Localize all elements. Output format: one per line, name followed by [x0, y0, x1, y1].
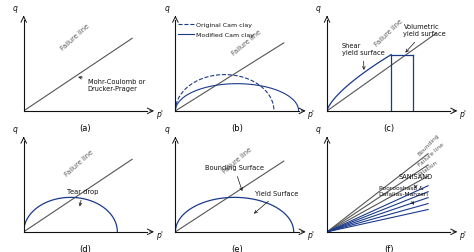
Text: Dilation: Dilation — [417, 159, 439, 177]
Text: p': p' — [459, 110, 466, 119]
Text: q: q — [316, 4, 321, 13]
Text: (c): (c) — [383, 124, 394, 133]
Text: Poorooshasb &
Dafalias-Manzari: Poorooshasb & Dafalias-Manzari — [379, 186, 429, 204]
Text: SANISAND: SANISAND — [399, 174, 433, 188]
Text: p': p' — [156, 110, 163, 119]
Text: Bounding Surface: Bounding Surface — [205, 165, 264, 190]
Text: Bounding: Bounding — [417, 133, 440, 158]
Text: (d): (d) — [79, 245, 91, 252]
Text: Shear
yield surface: Shear yield surface — [342, 43, 384, 69]
Text: q: q — [13, 4, 18, 13]
Text: Failure line: Failure line — [417, 142, 445, 167]
Text: p': p' — [308, 110, 314, 119]
Text: Failure line: Failure line — [64, 149, 95, 177]
Text: Tear drop: Tear drop — [67, 189, 99, 206]
Text: Failure line: Failure line — [374, 18, 404, 47]
Text: (e): (e) — [231, 245, 243, 252]
Text: Failure line: Failure line — [221, 146, 253, 175]
Text: (b): (b) — [231, 124, 243, 133]
Text: Volumetric
yield surface: Volumetric yield surface — [403, 24, 446, 52]
Text: Yield Surface: Yield Surface — [255, 191, 299, 213]
Text: q: q — [316, 125, 321, 134]
Text: (a): (a) — [80, 124, 91, 133]
Text: q: q — [13, 125, 18, 134]
Text: Modified Cam clay: Modified Cam clay — [196, 33, 255, 38]
Text: Original Cam clay: Original Cam clay — [196, 23, 252, 28]
Text: p': p' — [459, 231, 466, 240]
Text: q: q — [164, 125, 169, 134]
Text: Mohr-Coulomb or
Drucker-Prager: Mohr-Coulomb or Drucker-Prager — [79, 76, 145, 92]
Text: (f): (f) — [384, 245, 393, 252]
Text: Failure line: Failure line — [231, 29, 263, 56]
Text: q: q — [164, 4, 169, 13]
Text: p': p' — [156, 231, 163, 240]
Text: p': p' — [308, 231, 314, 240]
Text: Failure line: Failure line — [60, 23, 91, 52]
